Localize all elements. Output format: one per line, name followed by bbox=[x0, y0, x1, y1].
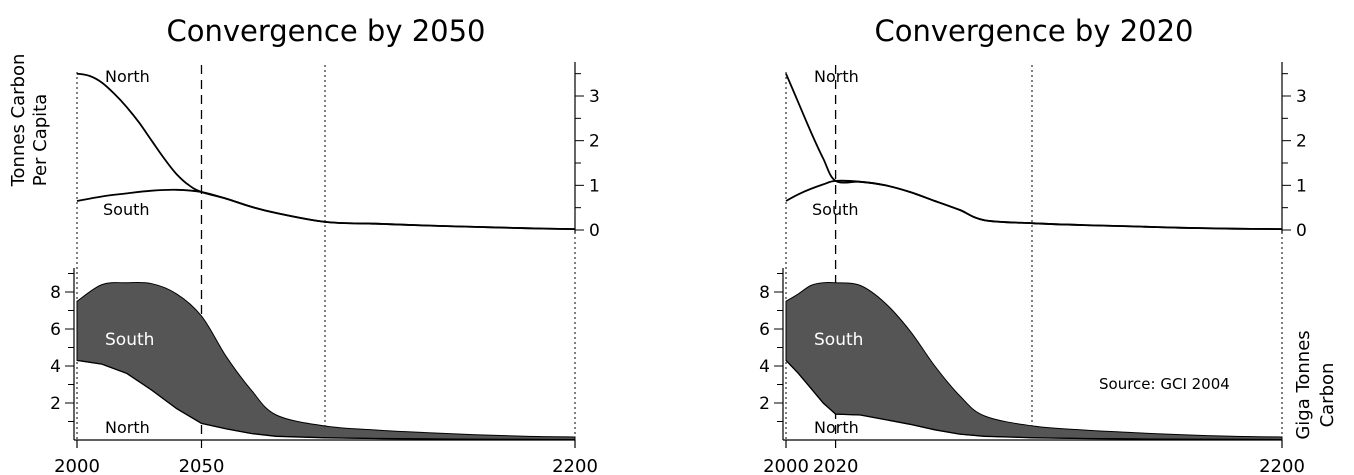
panel2-x-tick-label: 2200 bbox=[1259, 456, 1305, 475]
panel1-title: Convergence by 2050 bbox=[166, 14, 485, 48]
panel2-per-capita-south-line bbox=[785, 179, 1283, 230]
panel1-lower-tick-label: 2 bbox=[50, 394, 61, 414]
panel1-upper-tick-label: 1 bbox=[589, 176, 600, 196]
panel1-x-tick-label: 2050 bbox=[179, 456, 225, 475]
panel2-upper-tick-label: 0 bbox=[1296, 221, 1307, 241]
panel1-lower-label-south: South bbox=[105, 330, 154, 350]
panel2-title: Convergence by 2020 bbox=[874, 14, 1193, 48]
panel1-per-capita-south-line bbox=[76, 188, 576, 230]
panel1-lower-label-north: North bbox=[105, 418, 150, 437]
panel1-north-emissions-line bbox=[76, 359, 576, 441]
panel2-upper-label-south: South bbox=[812, 200, 859, 219]
panel1-x-tick-label: 2000 bbox=[54, 456, 100, 475]
panel2-lower-tick-label: 4 bbox=[759, 357, 770, 377]
panel1-lower-tick-label: 8 bbox=[50, 283, 61, 303]
panel1-x-tick-label: 2200 bbox=[552, 456, 598, 475]
panel1-upper-tick-label: 2 bbox=[589, 132, 600, 152]
y-axis-label-gtc-line1: Giga Tonnes bbox=[1293, 330, 1314, 439]
source-note: Source: GCI 2004 bbox=[1099, 375, 1230, 393]
panel1-upper-label-north: North bbox=[105, 67, 150, 86]
y-axis-label-per-capita-line1: Tonnes Carbon bbox=[8, 54, 29, 188]
panel1-upper-tick-label: 0 bbox=[589, 221, 600, 241]
panel1-south-emissions-area bbox=[76, 281, 576, 441]
panel2-x-tick-label: 2020 bbox=[813, 456, 859, 475]
panel1-upper-tick-label: 3 bbox=[589, 87, 600, 107]
panel2-upper-label-north: North bbox=[814, 67, 859, 86]
y-axis-label-per-capita-line2: Per Capita bbox=[30, 94, 51, 187]
panel1-lower-tick-label: 4 bbox=[50, 357, 61, 377]
y-axis-label-gtc-line2: Carbon bbox=[1317, 363, 1338, 428]
panel2-lower-label-south: South bbox=[814, 330, 863, 350]
panel2-upper-tick-label: 1 bbox=[1296, 176, 1307, 196]
panel1-lower-tick-label: 6 bbox=[50, 320, 61, 340]
panel2-x-tick-label: 2000 bbox=[763, 456, 809, 475]
panel2-lower-tick-label: 2 bbox=[759, 394, 770, 414]
panel2-lower-label-north: North bbox=[814, 418, 859, 437]
panel2-upper-tick-label: 2 bbox=[1296, 132, 1307, 152]
panel2-south-emissions-area bbox=[785, 281, 1283, 441]
panel1-upper-label-south: South bbox=[103, 200, 150, 219]
panel1-per-capita-north-line bbox=[76, 72, 576, 230]
panel2-lower-tick-label: 6 bbox=[759, 320, 770, 340]
panel2-per-capita-north-line bbox=[785, 73, 1283, 230]
panel2-lower-tick-label: 8 bbox=[759, 283, 770, 303]
panel2-upper-tick-label: 3 bbox=[1296, 87, 1307, 107]
panel2-north-emissions-line bbox=[785, 359, 1283, 441]
